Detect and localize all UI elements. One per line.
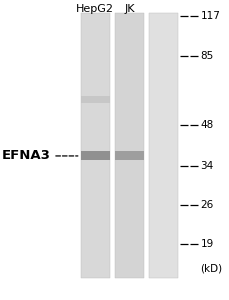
Text: 19: 19 bbox=[201, 238, 214, 249]
Bar bbox=[115, 152, 144, 160]
Text: 26: 26 bbox=[201, 200, 214, 210]
Bar bbox=[81, 96, 110, 103]
Text: JK: JK bbox=[125, 4, 135, 14]
Bar bbox=[149, 13, 178, 278]
Text: 85: 85 bbox=[201, 51, 214, 62]
Text: HepG2: HepG2 bbox=[76, 4, 114, 14]
Text: 34: 34 bbox=[201, 161, 214, 171]
Text: 117: 117 bbox=[201, 11, 221, 21]
Text: (kD): (kD) bbox=[201, 264, 223, 274]
Bar bbox=[115, 13, 144, 278]
Text: 48: 48 bbox=[201, 120, 214, 130]
Text: EFNA3: EFNA3 bbox=[1, 149, 78, 162]
Bar bbox=[81, 13, 110, 278]
Bar bbox=[81, 152, 110, 160]
